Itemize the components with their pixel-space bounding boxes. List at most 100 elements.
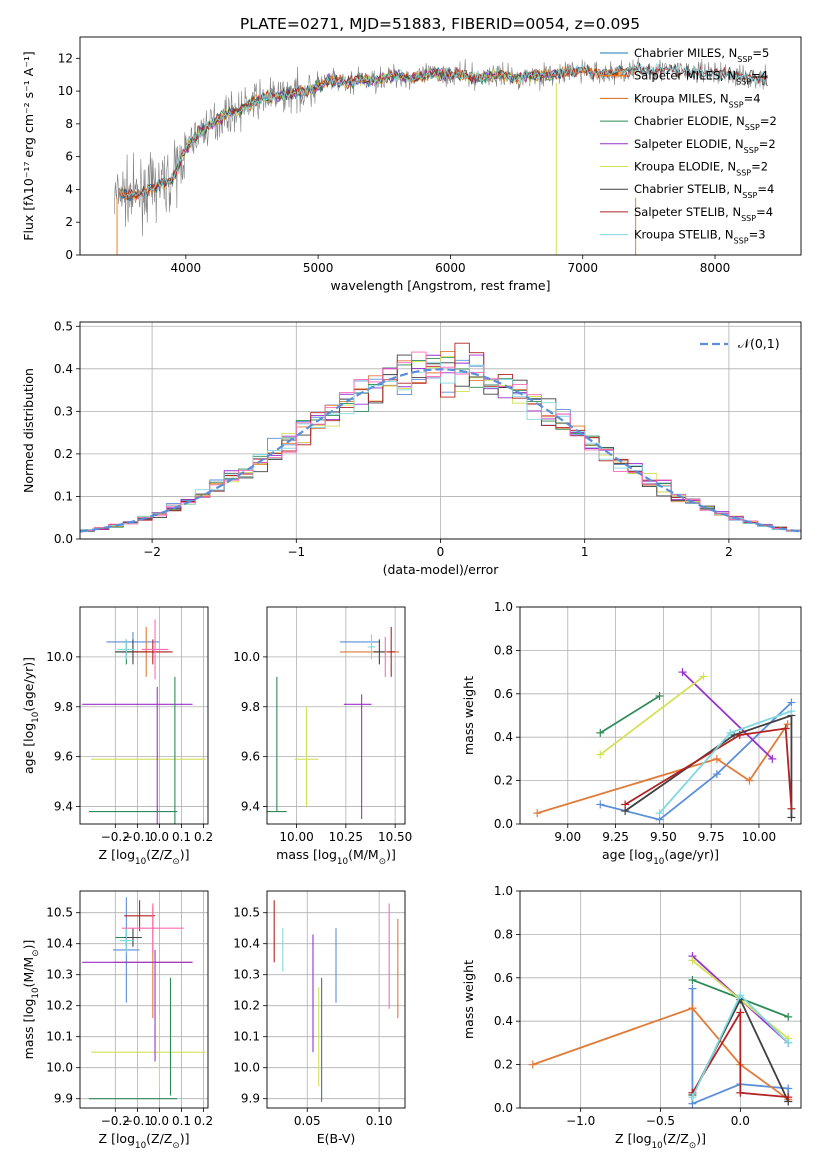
y-tick-label: 10.2 [46,999,73,1013]
y-tick-label: 9.6 [54,750,73,764]
y-tick-label: 6 [65,150,73,164]
y-tick-label: 0.6 [494,971,513,985]
y-tick-label: 0.8 [494,643,513,657]
axes-frame [519,606,802,825]
x-axis-label: E(B-V) [317,1131,356,1146]
x-tick-label: 0.05 [294,1114,321,1128]
weight-series-line [532,1007,789,1101]
y-axis-label: Flux [fλ10⁻¹⁷ erg cm⁻² s⁻¹ A⁻¹] [21,51,36,240]
x-tick-label: −0.5 [646,1114,675,1128]
x-axis-label: wavelength [Angstrom, rest frame] [330,278,550,293]
x-tick-label: 0.1 [172,830,191,844]
age-vs-mass-panel: 10.00 10.25 10.50 9.4 9.6 9.8 10.0 mass [log10(… [233,606,412,867]
y-axis-label: mass weight [461,960,476,1039]
x-tick-label: −2 [143,545,161,559]
errorbar-plot-area [273,900,399,1102]
errorbar-plot-area [82,897,206,1100]
x-tick-label: 9.75 [698,830,725,844]
axes-frame [79,321,802,540]
y-tick-label: 10.2 [233,999,260,1013]
y-tick-label: 0.4 [494,1014,513,1028]
weight-vs-age-panel: 9.00 9.25 9.50 9.75 10.00 0.0 0.2 0.4 0.6 0.8 1.0 a… [461,600,802,867]
residuals-plot-area [80,342,801,533]
x-tick-label: 0.10 [366,1114,393,1128]
y-tick-label: 10.4 [233,937,260,951]
y-tick-label: 10.0 [46,650,73,664]
x-tick-label: −0.2 [101,1114,130,1128]
axes-frame [519,890,802,1109]
y-tick-label: 10.3 [46,968,73,982]
y-tick-label: 9.4 [241,800,260,814]
legend-label: 𝒩(0,1) [738,336,780,351]
x-tick-label: 1 [581,545,589,559]
y-tick-label: 8 [65,117,73,131]
x-tick-label: −1 [287,545,305,559]
residuals-panel: −2 −1 0 1 2 0.0 0.1 0.2 0.3 0.4 0.5 (data-model)/er… [21,319,802,577]
y-tick-label: 0.8 [494,927,513,941]
x-tick-label: 10.00 [279,830,313,844]
spectrum-panel: 4000 5000 6000 7000 8000 0 2 4 6 8 10 12 wavelength … [21,36,802,293]
x-tick-label: 6000 [435,261,466,275]
x-axis-label: age [log10(age/yr)] [602,847,719,867]
x-tick-label: −0.1 [123,1114,152,1128]
weight-vs-Z-panel: −1.0 −0.5 0.0 0.0 0.2 0.4 0.6 0.8 1.0 Z [log10(Z/… [461,884,802,1151]
weight-series-line [599,695,661,734]
y-tick-label: 10.0 [233,1061,260,1075]
x-tick-label: 0.2 [194,830,213,844]
x-tick-label: 0.0 [150,830,169,844]
x-tick-label: −1.0 [566,1114,595,1128]
axes-frame [266,890,406,1109]
y-tick-label: 10.1 [233,1030,260,1044]
x-tick-label: 0.2 [194,1114,213,1128]
y-tick-label: 9.9 [241,1092,260,1106]
y-tick-label: 0.0 [494,1101,513,1115]
y-axis-label: mass [log10(M/M⊙)] [21,940,41,1060]
mass-vs-Z-panel: −0.2−0.10.0 0.1 0.2 9.9 10.0 10.1 10.2 10.3 10.4… [21,890,213,1151]
y-tick-label: 2 [65,215,73,229]
y-tick-label: 0.2 [54,447,73,461]
legend-label: Kroupa ELODIE, NSSP=2 [634,160,768,178]
y-axis-label: age [log10(age/yr)] [21,657,41,774]
y-tick-label: 0.0 [54,532,73,546]
y-tick-label: 9.8 [54,700,73,714]
y-tick-label: 10.0 [233,650,260,664]
legend-label: Salpeter STELIB, NSSP=4 [634,205,773,223]
weight-series-line [600,701,793,821]
y-tick-label: 10.1 [46,1030,73,1044]
weight-series-line [624,727,793,809]
weight-series-line [691,1009,789,1099]
y-tick-label: 9.6 [241,750,260,764]
x-tick-label: 0.0 [150,1114,169,1128]
axes-frame [266,606,406,825]
y-tick-label: 4 [65,182,73,196]
x-tick-label: 9.50 [650,830,677,844]
weight-series-line [536,723,789,815]
x-tick-label: −0.1 [123,830,152,844]
x-axis-label: Z [log10(Z/Z⊙)] [615,1131,706,1151]
x-tick-label: 10.00 [742,830,776,844]
y-tick-label: 10.4 [46,937,73,951]
x-tick-label: 9.25 [602,830,629,844]
y-tick-label: 1.0 [494,884,513,898]
legend-label: Chabrier ELODIE, NSSP=2 [634,114,777,132]
x-tick-label: 0 [437,545,445,559]
legend-label: Kroupa STELIB, NSSP=3 [634,228,766,246]
y-tick-label: 9.8 [241,700,260,714]
model-spectrum-line [119,62,769,199]
y-tick-label: 9.4 [54,800,73,814]
weight-series-line [681,671,773,760]
y-tick-label: 0.2 [494,1058,513,1072]
y-tick-label: 0.2 [494,774,513,788]
x-tick-label: 9.00 [554,830,581,844]
figure-title: PLATE=0271, MJD=51883, FIBERID=0054, z=0… [240,15,640,33]
legend-label: Chabrier STELIB, NSSP=4 [634,182,774,200]
spectrum-plot-area [114,57,769,255]
y-tick-label: 10.5 [233,906,260,920]
y-tick-label: 10.0 [46,1061,73,1075]
x-axis-label: mass [log10(M/M⊙)] [276,847,396,867]
y-tick-label: 12 [58,51,73,65]
y-tick-label: 10.3 [233,968,260,982]
axes-frame [79,36,802,256]
weight-plot-area [533,668,796,824]
